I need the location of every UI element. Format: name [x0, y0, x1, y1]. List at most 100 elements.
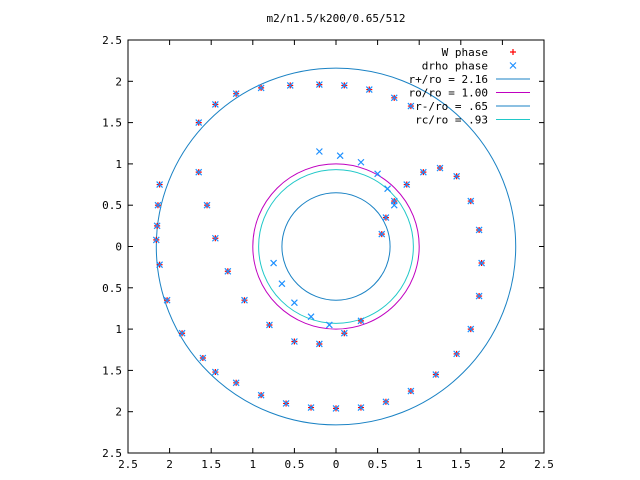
y-tick-label: 2 [115, 406, 122, 419]
drho-phase-point [154, 201, 162, 209]
y-tick-label: 2 [115, 75, 122, 88]
y-tick-label: 0.5 [102, 199, 122, 212]
drho-phase-point [290, 299, 298, 307]
y-tick-label: 0 [115, 241, 122, 254]
drho-phase-point [315, 81, 323, 89]
axis-ticks: 2.5 2 1.5 1 0.5 0 0.5 1 1.5 2 2.52.521.510.500.511… [102, 34, 554, 471]
circle-ro [252, 163, 420, 330]
x-tick-label: 1.5 [201, 458, 221, 471]
drho-phase-point [315, 340, 323, 348]
drho-phase-point [374, 170, 382, 178]
reference-circles [155, 67, 517, 426]
legend-marker [509, 62, 517, 69]
y-tick-label: 2.5 [102, 447, 122, 460]
drho-phase-point [257, 84, 265, 92]
drho-phase-point [211, 234, 219, 242]
x-tick-label: 1 [249, 458, 256, 471]
drho-phase-point [232, 90, 240, 98]
drho-phase-point [390, 201, 398, 209]
x-tick-label: 0.5 [368, 458, 388, 471]
drho-phase-point [241, 296, 248, 304]
circle-r+ [155, 67, 517, 426]
x-tick-label: 2 [166, 458, 173, 471]
drho-phase-point [178, 329, 186, 337]
drho-phase-point [436, 164, 444, 172]
drho-phase-point [336, 152, 344, 160]
drho-phase-point [340, 82, 348, 89]
drho-phase-point [357, 158, 365, 166]
data-points [152, 81, 486, 412]
legend-marker [510, 49, 516, 55]
drho-phase-point [156, 181, 164, 188]
drho-phase-point [211, 368, 219, 376]
chart-title: m2/n1.5/k200/0.65/512 [266, 12, 405, 25]
drho-phase-point [382, 398, 390, 406]
drho-phase-point [211, 101, 219, 108]
legend-label: r+/ro = 2.16 [409, 73, 488, 86]
drho-phase-point [203, 201, 211, 209]
drho-phase-point [407, 387, 415, 395]
drho-phase-point [384, 185, 392, 193]
legend-label: r-/ro = .65 [415, 100, 488, 113]
legend-label: ro/ro = 1.00 [409, 87, 488, 100]
drho-phase-point [382, 214, 390, 222]
drho-phase-point [163, 296, 171, 304]
drho-phase-point [475, 226, 483, 234]
drho-phase-point [266, 321, 273, 329]
drho-phase-point [478, 259, 486, 267]
drho-phase-point [332, 404, 340, 412]
circle-r- [281, 192, 391, 301]
circle-rc [258, 169, 414, 324]
drho-phase-point [453, 172, 461, 180]
drho-phase-point [475, 292, 483, 300]
legend-label: drho phase [422, 60, 488, 73]
drho-phase-point [340, 329, 348, 337]
legend-label: W phase [442, 46, 488, 59]
y-tick-label: 1 [115, 158, 122, 171]
drho-phase-point [357, 404, 365, 411]
y-tick-label: 2.5 [102, 34, 122, 47]
drho-phase-point [156, 261, 164, 269]
drho-phase-point [290, 338, 298, 345]
drho-phase-point [432, 371, 440, 378]
drho-phase-point [286, 82, 294, 89]
drho-phase-point [152, 236, 160, 244]
drho-phase-point [403, 181, 411, 188]
drho-phase-point [232, 379, 240, 387]
x-tick-label: 0.5 [284, 458, 304, 471]
drho-phase-point [453, 350, 461, 358]
drho-phase-point [195, 119, 203, 127]
drho-phase-point [257, 391, 265, 399]
drho-phase-point [357, 317, 365, 325]
x-tick-label: 2.5 [118, 458, 138, 471]
x-tick-label: 0 [333, 458, 340, 471]
drho-phase-point [419, 168, 427, 176]
drho-phase-point [467, 325, 475, 333]
drho-phase-point [307, 404, 315, 411]
y-tick-label: 1 [115, 323, 122, 336]
x-tick-label: 1.5 [451, 458, 471, 471]
drho-phase-point [315, 148, 323, 155]
y-tick-label: 0.5 [102, 282, 122, 295]
drho-phase-point [467, 197, 475, 205]
drho-phase-point [390, 94, 398, 102]
drho-phase-point [278, 280, 286, 288]
drho-phase-point [195, 168, 203, 176]
drho-phase-point [199, 354, 207, 362]
drho-phase-point [307, 313, 315, 321]
y-tick-label: 1.5 [102, 364, 122, 377]
y-tick-label: 1.5 [102, 117, 122, 130]
drho-phase-point [153, 222, 161, 230]
x-tick-label: 2.5 [534, 458, 554, 471]
drho-phase-point [270, 259, 278, 267]
drho-phase-point [224, 267, 232, 275]
legend-label: rc/ro = .93 [415, 114, 488, 127]
drho-phase-point [325, 321, 333, 329]
x-tick-label: 1 [416, 458, 423, 471]
x-tick-label: 2 [499, 458, 506, 471]
drho-phase-point [282, 400, 290, 407]
drho-phase-point [378, 230, 386, 238]
drho-phase-point [407, 102, 415, 110]
